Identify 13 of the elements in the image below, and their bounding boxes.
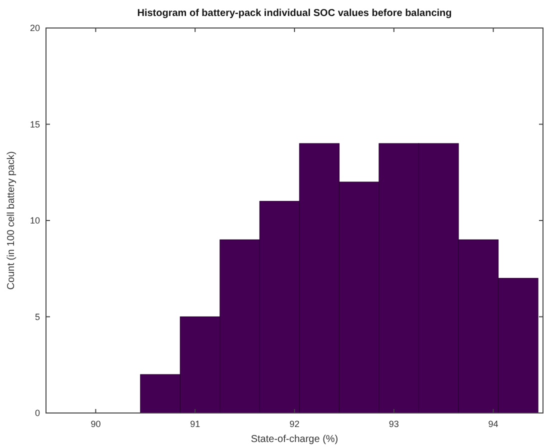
y-axis-title: Count (in 100 cell battery pack) <box>6 151 17 290</box>
y-tick-label: 5 <box>34 312 40 322</box>
x-tick-label: 92 <box>289 419 300 429</box>
y-tick-label: 15 <box>30 119 40 130</box>
y-tick-label: 10 <box>30 216 40 226</box>
chart-title: Histogram of battery-pack individual SOC values before balancing <box>137 8 452 19</box>
x-tick-label: 93 <box>388 419 399 429</box>
x-tick-label: 90 <box>90 419 101 429</box>
y-tick-label: 20 <box>30 23 40 33</box>
x-tick-label: 94 <box>488 419 498 429</box>
x-tick-label: 91 <box>190 419 200 429</box>
y-tick-label: 0 <box>34 408 40 418</box>
x-axis-title: State-of-charge (%) <box>250 434 338 445</box>
